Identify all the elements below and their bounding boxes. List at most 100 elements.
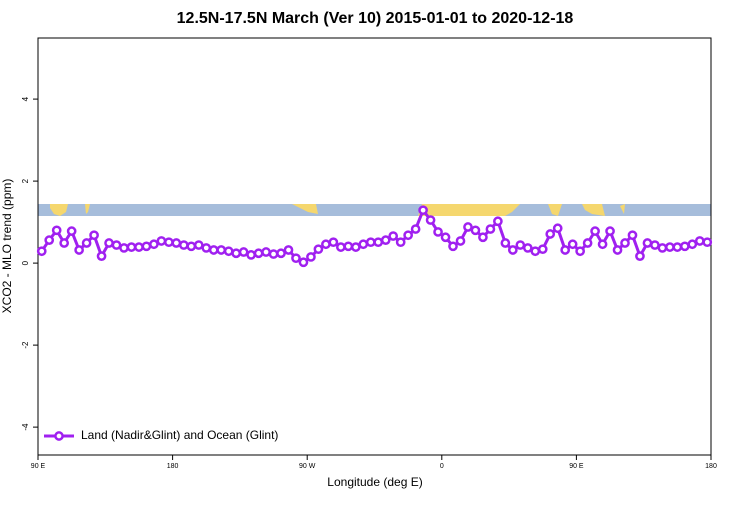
data-point	[89, 230, 99, 241]
data-point	[66, 226, 77, 236]
data-point	[268, 249, 279, 259]
data-point	[276, 248, 286, 259]
y-tick-label: 0	[21, 260, 30, 265]
data-point	[485, 224, 496, 234]
data-point	[537, 244, 548, 255]
data-point	[111, 240, 122, 250]
data-point	[321, 239, 331, 250]
y-tick-label: 4	[21, 96, 30, 101]
data-point	[51, 225, 62, 236]
data-point	[141, 241, 152, 252]
data-point	[74, 245, 84, 255]
data-point	[575, 246, 585, 257]
data-point	[493, 216, 503, 227]
data-point	[567, 239, 578, 250]
data-point	[350, 242, 361, 252]
land-patch	[582, 204, 605, 216]
land-patch	[548, 204, 562, 216]
data-point	[507, 245, 518, 255]
data-point	[365, 237, 376, 248]
data-point	[694, 236, 705, 246]
data-point	[261, 247, 271, 257]
data-point	[223, 246, 234, 257]
data-point	[291, 253, 301, 264]
x-tick-label: 90 E	[569, 463, 584, 470]
y-axis-label: XCO2 - MLO trend (ppm)	[0, 179, 14, 314]
data-point	[478, 232, 488, 243]
data-point	[231, 248, 242, 259]
land-patch	[620, 204, 625, 214]
data-point	[665, 242, 675, 252]
data-point	[156, 236, 167, 246]
land-patch	[418, 204, 520, 216]
data-point	[59, 238, 70, 248]
ocean-band	[38, 204, 711, 216]
data-point	[164, 237, 174, 248]
data-point	[104, 238, 114, 248]
x-tick-label: 180	[167, 463, 179, 470]
data-point	[306, 252, 316, 262]
data-point	[545, 229, 556, 239]
data-point	[672, 242, 683, 252]
data-point	[448, 241, 458, 252]
data-point	[328, 237, 339, 248]
data-point	[388, 231, 399, 241]
data-point	[298, 257, 309, 268]
data-point	[627, 230, 638, 241]
data-point	[635, 251, 645, 261]
x-tick-label: 90 E	[31, 463, 46, 470]
data-point	[283, 245, 294, 255]
legend-label: Land (Nadir&Glint) and Ocean (Glint)	[81, 428, 278, 442]
data-point	[590, 226, 600, 236]
y-tick-label: 2	[21, 178, 30, 183]
data-point	[81, 238, 92, 248]
data-point	[253, 248, 264, 259]
data-point	[358, 239, 369, 250]
data-point	[530, 246, 541, 257]
data-point	[657, 243, 668, 253]
data-point	[522, 243, 533, 253]
data-point	[313, 244, 324, 255]
data-point	[500, 238, 511, 248]
data-point	[597, 239, 608, 250]
data-point	[373, 237, 384, 248]
data-point	[433, 227, 443, 237]
data-point	[470, 225, 481, 236]
data-point	[687, 239, 698, 250]
data-point	[193, 240, 204, 250]
data-point	[201, 243, 212, 253]
data-point	[336, 242, 346, 252]
data-point	[208, 245, 219, 255]
data-point	[679, 241, 690, 252]
data-point	[134, 242, 144, 252]
data-point	[96, 251, 107, 261]
data-point	[425, 215, 436, 225]
data-point	[463, 222, 473, 232]
data-point	[186, 241, 197, 252]
data-point	[119, 243, 129, 253]
land-patch	[50, 204, 68, 216]
x-tick-label: 180	[705, 463, 717, 470]
data-point	[410, 224, 421, 234]
data-point	[620, 238, 630, 248]
plot-frame	[37, 37, 712, 456]
x-tick-label: 0	[440, 463, 444, 470]
y-tick-label: -4	[21, 423, 30, 431]
data-point	[171, 238, 182, 248]
legend-marker	[54, 431, 64, 441]
data-point	[149, 239, 159, 250]
data-point	[246, 250, 256, 260]
data-point	[395, 237, 406, 248]
data-point	[515, 240, 526, 250]
data-point	[44, 235, 55, 245]
land-patch	[292, 204, 318, 214]
data-point	[650, 240, 660, 250]
data-point	[380, 235, 391, 245]
data-point	[702, 237, 713, 248]
data-point	[238, 247, 249, 257]
map-strip	[38, 204, 711, 216]
x-tick-label: 90 W	[299, 463, 316, 470]
data-point	[216, 245, 227, 255]
data-point	[642, 238, 653, 248]
